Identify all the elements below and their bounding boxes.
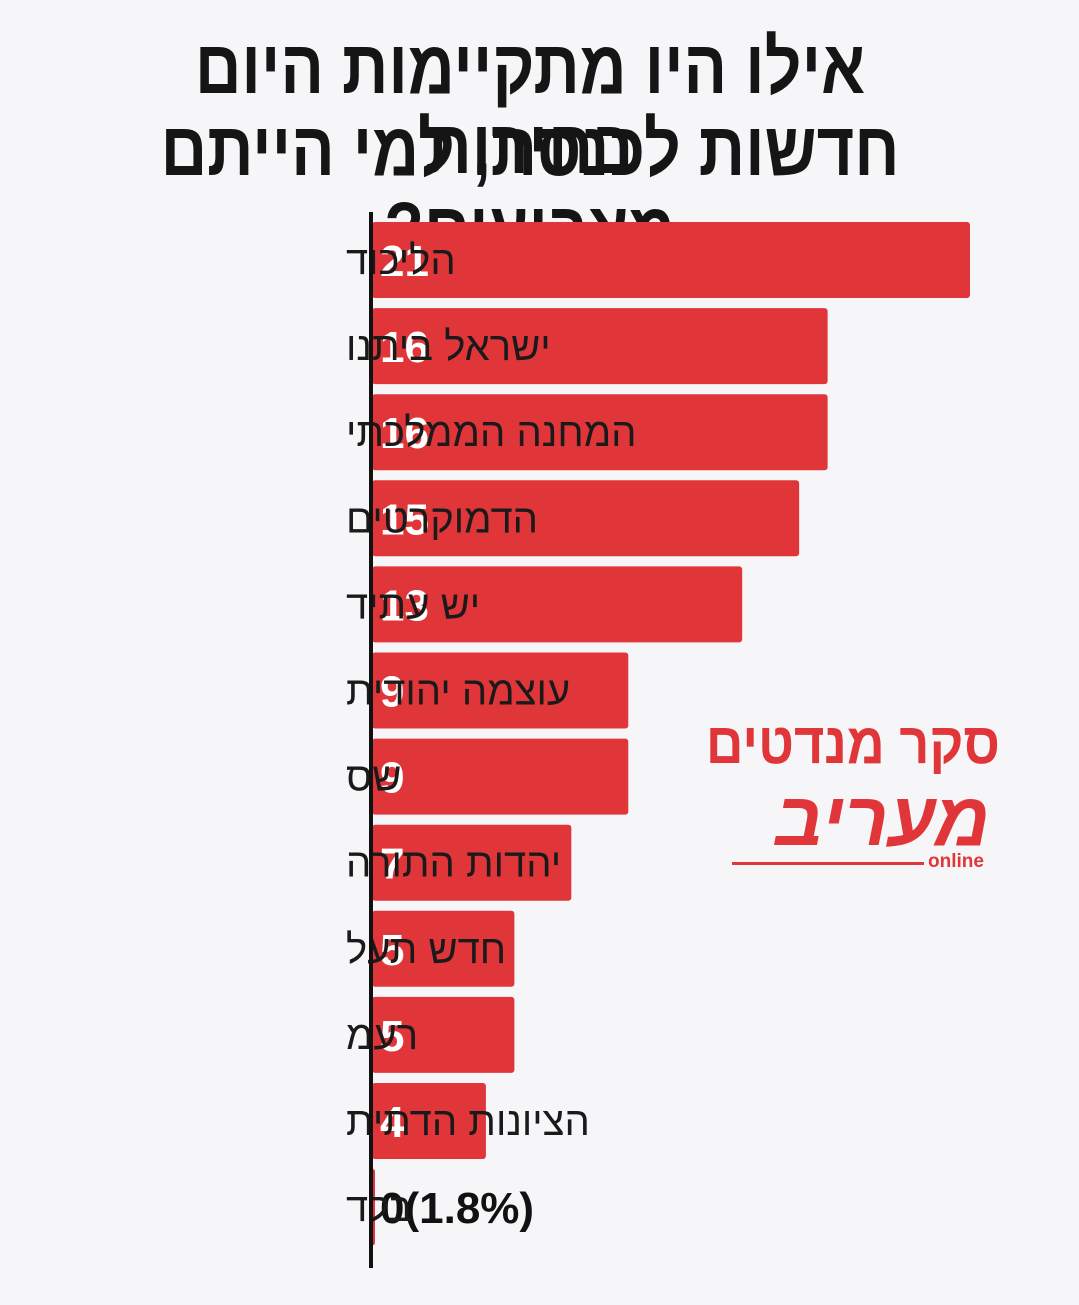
bar-9 bbox=[372, 996, 515, 1073]
category-label-7: יהדות התורה bbox=[346, 842, 561, 886]
bar-7 bbox=[372, 824, 572, 901]
bar-value-label-9: 5 bbox=[380, 1012, 404, 1061]
category-label-0: הליכוד bbox=[346, 239, 456, 283]
bar-value-label-10: 4 bbox=[380, 1098, 405, 1147]
category-label-1: ישראל ביתנו bbox=[346, 325, 551, 369]
bar-value-label-7: 7 bbox=[380, 840, 404, 889]
bar-value-label-5: 9 bbox=[380, 668, 404, 717]
bar-6 bbox=[372, 738, 629, 815]
bar-value-label-2: 16 bbox=[380, 409, 429, 458]
bar-1 bbox=[372, 308, 828, 385]
bar-value-label-6: 9 bbox=[380, 754, 404, 803]
bar-value-label-11: 0(1.8%) bbox=[380, 1184, 534, 1233]
category-label-4: יש עתיד bbox=[346, 583, 480, 627]
bar-10 bbox=[372, 1083, 486, 1159]
chart-title-line-1: אילו היו מתקיימות היום בחירות bbox=[194, 25, 866, 190]
category-label-5: עוצמה יהודית bbox=[346, 670, 570, 714]
category-label-11: בלד bbox=[346, 1186, 412, 1230]
bar-value-label-0: 21 bbox=[380, 237, 429, 286]
bar-4 bbox=[372, 566, 743, 643]
category-label-9: רעמ bbox=[346, 1014, 418, 1058]
bar-5 bbox=[372, 652, 629, 729]
logo-online-label: online bbox=[928, 851, 984, 872]
category-label-6: שס bbox=[346, 756, 401, 800]
survey-label: סקר מנדטים bbox=[705, 711, 1000, 776]
bar-2 bbox=[372, 394, 828, 471]
bar-value-label-1: 16 bbox=[380, 323, 429, 372]
category-label-3: הדמוקרטים bbox=[346, 497, 538, 541]
bar-3 bbox=[372, 480, 800, 557]
category-label-2: המחנה הממלכתי bbox=[346, 411, 637, 455]
logo-underline bbox=[732, 862, 924, 865]
bar-8 bbox=[372, 910, 515, 987]
bar-0 bbox=[372, 222, 970, 298]
bar-value-label-8: 5 bbox=[380, 926, 404, 975]
category-label-10: הציונות הדתית bbox=[346, 1100, 590, 1144]
maariv-logo: מעריב bbox=[774, 777, 990, 862]
bar-value-label-4: 13 bbox=[380, 581, 429, 630]
bar-value-label-3: 15 bbox=[380, 495, 429, 544]
